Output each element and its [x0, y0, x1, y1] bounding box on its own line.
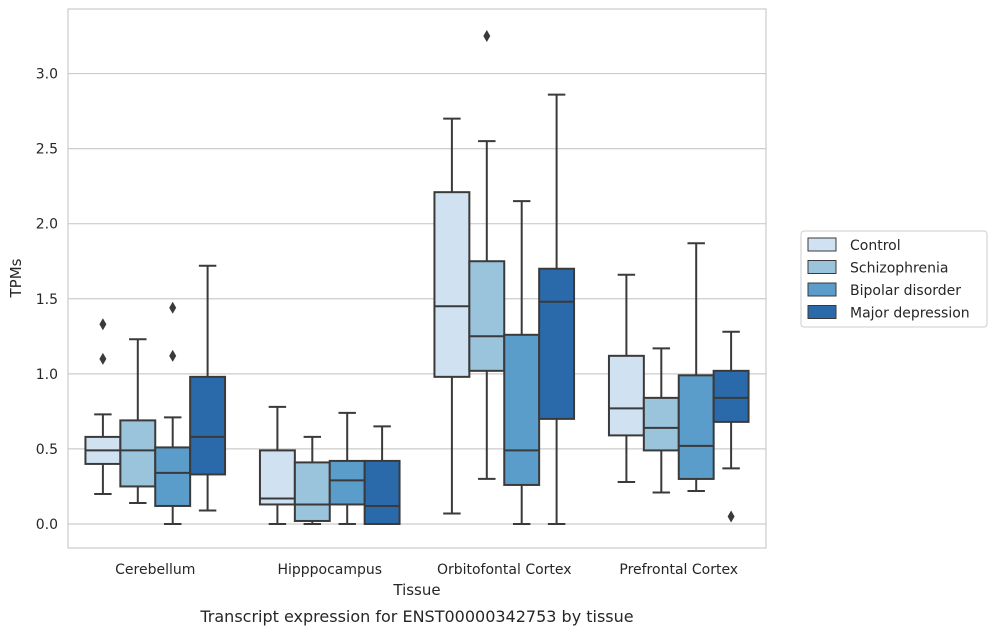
box	[642, 347, 680, 494]
legend: Control Schizophrenia Bipolar disorder Majo…	[800, 230, 988, 328]
outlier-point	[169, 301, 177, 314]
x-axis-title: Tissue	[392, 581, 440, 599]
box	[503, 200, 541, 525]
legend-frame	[800, 230, 988, 328]
box-body	[258, 449, 296, 506]
box-body	[154, 446, 192, 507]
y-tick-label: 2.0	[36, 217, 58, 233]
outlier-point	[727, 510, 735, 523]
y-tick-label: 1.5	[36, 292, 58, 308]
legend-label: Major depression	[850, 306, 970, 322]
y-tick-label: 2.5	[36, 142, 58, 158]
boxes	[84, 30, 750, 525]
y-tick-label: 0.5	[36, 442, 58, 458]
x-tick-label: Orbitofontal Cortex	[437, 562, 572, 578]
legend-label: Bipolar disorder	[850, 283, 961, 299]
box	[84, 318, 122, 495]
plot-frame	[67, 8, 767, 549]
box-body	[119, 419, 157, 488]
legend-swatch	[807, 282, 837, 297]
box-body	[293, 461, 331, 522]
figure-caption: Transcript expression for ENST0000034275…	[199, 607, 633, 626]
y-tick-label: 0.0	[36, 517, 58, 533]
y-tick-label: 3.0	[36, 67, 58, 83]
box	[293, 435, 331, 525]
box-body	[642, 396, 680, 452]
box	[328, 411, 366, 525]
y-axis-ticks: 0.0 0.5 1.0 1.5 2.0 2.5 3.0	[36, 67, 58, 533]
box	[154, 301, 192, 525]
box	[607, 273, 645, 483]
legend-swatch	[807, 237, 837, 252]
y-tick-label: 1.0	[36, 367, 58, 383]
box	[677, 242, 715, 492]
box-body	[433, 191, 471, 378]
box	[363, 425, 401, 525]
x-tick-label: Prefrontal Cortex	[619, 562, 738, 578]
box-body	[189, 375, 227, 476]
outlier-point	[99, 352, 107, 365]
legend-label: Schizophrenia	[850, 261, 948, 277]
y-axis-title: TPMs	[7, 258, 25, 298]
box	[538, 93, 576, 525]
box	[189, 264, 227, 512]
box-body	[677, 374, 715, 480]
box-body	[607, 354, 645, 437]
outlier-point	[99, 318, 107, 331]
x-tick-label: Hipppocampus	[277, 562, 382, 578]
box-body	[468, 260, 506, 372]
outlier-point	[483, 30, 491, 43]
box-body	[503, 333, 541, 486]
box-body	[328, 459, 366, 506]
x-axis-ticks: Cerebellum Hipppocampus Orbitofontal Corte…	[115, 562, 738, 578]
box-body	[712, 369, 750, 423]
box	[712, 330, 750, 523]
box-body	[363, 459, 401, 525]
box	[119, 338, 157, 504]
box	[258, 405, 296, 525]
legend-swatch	[807, 260, 837, 274]
x-tick-label: Cerebellum	[115, 562, 195, 578]
legend-label: Control	[850, 238, 901, 254]
box	[468, 30, 506, 480]
box	[433, 117, 471, 515]
box-body	[538, 267, 576, 420]
legend-swatch	[807, 305, 837, 319]
outlier-point	[169, 349, 177, 362]
